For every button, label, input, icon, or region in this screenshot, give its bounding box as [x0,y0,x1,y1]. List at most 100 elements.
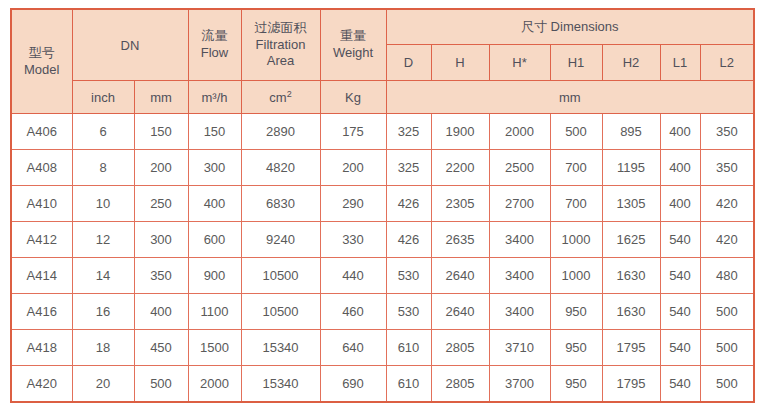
header-filtration-area: 过滤面积 Filtration Area [241,9,320,81]
unit-dims: mm [386,81,754,114]
header-dim-d: D [386,45,431,81]
value-cell: 690 [320,366,386,403]
value-cell: 480 [700,258,754,294]
value-cell: 18 [72,330,134,366]
value-cell: 200 [320,150,386,186]
header-model-zh: 型号 [12,45,72,62]
value-cell: 500 [700,330,754,366]
model-cell: A408 [11,150,72,186]
table-header: 型号 Model DN 流量 Flow 过滤面积 Filtration Area… [11,9,754,114]
header-dimensions: 尺寸 Dimensions [386,9,754,45]
value-cell: 150 [134,114,188,150]
value-cell: 500 [700,294,754,330]
table-row: A408820030048202003252200250070011954003… [11,150,754,186]
value-cell: 6 [72,114,134,150]
table-row: A410102504006830290426230527007001305400… [11,186,754,222]
value-cell: 540 [660,330,700,366]
header-dim-h2: H2 [602,45,660,81]
header-dn: DN [72,9,188,81]
header-dim-h1: H1 [550,45,602,81]
value-cell: 1630 [602,294,660,330]
value-cell: 2890 [241,114,320,150]
value-cell: 1795 [602,330,660,366]
spec-table: 型号 Model DN 流量 Flow 过滤面积 Filtration Area… [10,8,755,403]
value-cell: 175 [320,114,386,150]
unit-inch: inch [72,81,134,114]
value-cell: 16 [72,294,134,330]
value-cell: 1630 [602,258,660,294]
value-cell: 350 [700,150,754,186]
unit-weight: Kg [320,81,386,114]
header-row-3: inch mm m³/h cm2 Kg mm [11,81,754,114]
value-cell: 530 [386,294,431,330]
model-cell: A414 [11,258,72,294]
unit-area-sup: 2 [287,88,292,98]
value-cell: 325 [386,114,431,150]
value-cell: 2805 [431,366,489,403]
value-cell: 10500 [241,258,320,294]
value-cell: 10500 [241,294,320,330]
value-cell: 400 [660,186,700,222]
value-cell: 350 [134,258,188,294]
value-cell: 330 [320,222,386,258]
header-filtration-en1: Filtration [242,37,320,54]
value-cell: 3400 [489,222,550,258]
value-cell: 1195 [602,150,660,186]
value-cell: 3700 [489,366,550,403]
value-cell: 1305 [602,186,660,222]
value-cell: 3710 [489,330,550,366]
value-cell: 400 [134,294,188,330]
value-cell: 300 [188,150,241,186]
value-cell: 1900 [431,114,489,150]
value-cell: 15340 [241,330,320,366]
value-cell: 530 [386,258,431,294]
value-cell: 610 [386,366,431,403]
value-cell: 2640 [431,258,489,294]
unit-flow: m³/h [188,81,241,114]
value-cell: 950 [550,294,602,330]
header-row-1: 型号 Model DN 流量 Flow 过滤面积 Filtration Area… [11,9,754,45]
unit-area-base: cm [269,90,286,105]
header-dim-l1: L1 [660,45,700,81]
header-weight-en: Weight [321,45,386,62]
value-cell: 1795 [602,366,660,403]
value-cell: 540 [660,294,700,330]
value-cell: 895 [602,114,660,150]
unit-mm: mm [134,81,188,114]
value-cell: 3400 [489,294,550,330]
value-cell: 15340 [241,366,320,403]
header-flow-en: Flow [189,45,241,62]
table-row: A420205002000153406906102805370095017955… [11,366,754,403]
value-cell: 426 [386,186,431,222]
model-cell: A412 [11,222,72,258]
value-cell: 2640 [431,294,489,330]
header-flow-zh: 流量 [189,28,241,45]
header-filtration-zh: 过滤面积 [242,20,320,37]
value-cell: 8 [72,150,134,186]
header-weight-zh: 重量 [321,28,386,45]
value-cell: 2635 [431,222,489,258]
value-cell: 950 [550,366,602,403]
value-cell: 950 [550,330,602,366]
value-cell: 9240 [241,222,320,258]
value-cell: 900 [188,258,241,294]
header-flow: 流量 Flow [188,9,241,81]
value-cell: 600 [188,222,241,258]
header-weight: 重量 Weight [320,9,386,81]
value-cell: 700 [550,186,602,222]
value-cell: 325 [386,150,431,186]
value-cell: 540 [660,366,700,403]
header-filtration-en2: Area [242,53,320,70]
value-cell: 290 [320,186,386,222]
value-cell: 1500 [188,330,241,366]
value-cell: 420 [700,222,754,258]
model-cell: A410 [11,186,72,222]
value-cell: 250 [134,186,188,222]
model-cell: A406 [11,114,72,150]
value-cell: 3400 [489,258,550,294]
spec-table-container: 型号 Model DN 流量 Flow 过滤面积 Filtration Area… [10,8,755,403]
table-body: A406615015028901753251900200050089540035… [11,114,754,403]
value-cell: 4820 [241,150,320,186]
value-cell: 500 [134,366,188,403]
value-cell: 12 [72,222,134,258]
